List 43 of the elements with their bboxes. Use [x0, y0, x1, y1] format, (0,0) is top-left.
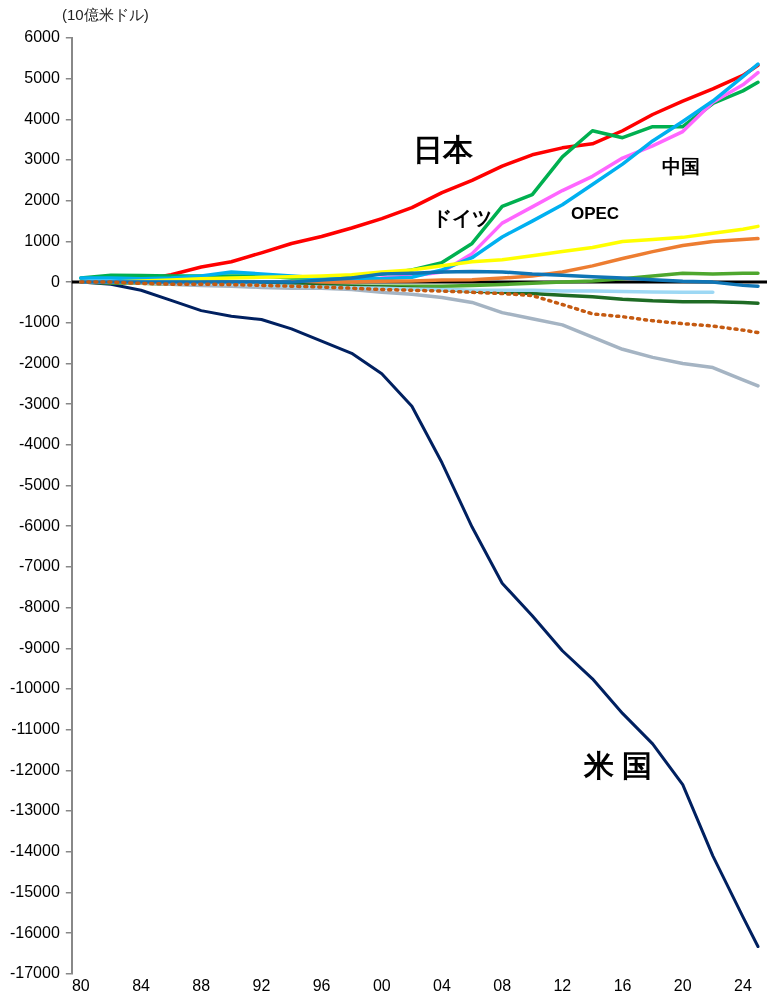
y-axis-title: (10億米ドル) — [62, 6, 149, 25]
line-series — [79, 280, 760, 335]
x-tick-label: 20 — [673, 976, 692, 994]
y-tick-label: -2000 — [18, 353, 60, 371]
y-tick-label: -17000 — [9, 964, 60, 982]
y-tick-label: -11000 — [11, 720, 60, 738]
series-label: 日本 — [413, 133, 474, 167]
y-tick-label: 1000 — [24, 231, 60, 249]
y-tick-label: -13000 — [9, 801, 60, 819]
y-tick-label: -7000 — [18, 557, 60, 575]
y-tick-label: -3000 — [18, 394, 60, 412]
series-label: 米 国 — [582, 749, 653, 783]
x-tick-label: 04 — [433, 976, 451, 994]
series-label: OPEC — [570, 203, 620, 223]
x-tick-label: 96 — [312, 976, 331, 994]
y-tick-label: 5000 — [24, 69, 60, 87]
y-tick-label: -4000 — [18, 435, 60, 453]
y-tick-label: -8000 — [18, 598, 60, 616]
y-tick-label: -6000 — [18, 516, 60, 534]
y-tick-label: -16000 — [9, 923, 60, 941]
y-tick-label: -12000 — [9, 760, 60, 778]
x-tick-label: 92 — [252, 976, 271, 994]
x-tick-label: 24 — [734, 976, 752, 994]
x-tick-label: 12 — [553, 976, 572, 994]
y-tick-label: 3000 — [24, 150, 60, 168]
y-tick-label: 0 — [50, 272, 60, 290]
y-tick-label: 6000 — [24, 28, 60, 46]
x-tick-label: 80 — [71, 976, 90, 994]
series-label: ドイツ — [432, 206, 492, 229]
y-tick-label: -10000 — [9, 679, 60, 697]
y-tick-label: 2000 — [24, 191, 60, 209]
series-label: 中国 — [662, 156, 700, 178]
y-tick-label: -1000 — [18, 313, 60, 331]
y-tick-label: -9000 — [18, 638, 60, 656]
y-tick-label: -14000 — [9, 842, 60, 860]
x-tick-label: 00 — [372, 976, 391, 994]
x-tick-label: 88 — [192, 976, 211, 994]
y-tick-label: -15000 — [9, 882, 60, 900]
y-tick-label: -5000 — [18, 475, 60, 493]
x-tick-label: 16 — [613, 976, 632, 994]
x-tick-label: 84 — [132, 976, 151, 994]
y-tick-label: 4000 — [24, 109, 60, 127]
x-tick-label: 08 — [493, 976, 512, 994]
